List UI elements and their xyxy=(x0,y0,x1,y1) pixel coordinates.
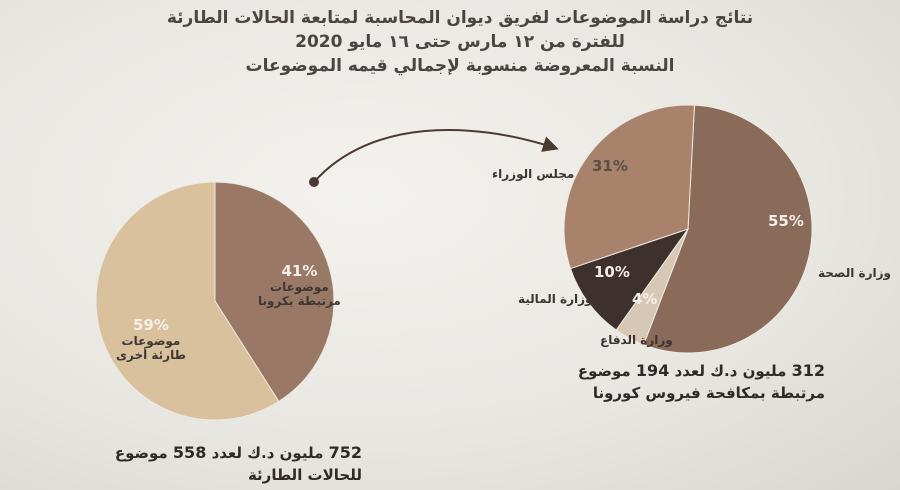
chart-title-block: نتائج دراسة الموضوعات لفريق ديوان المحاس… xyxy=(150,6,770,78)
slice-pct-corona: 41% xyxy=(281,262,318,280)
slice-label-corona: 41% موضوعات مرتبطة بكرونا xyxy=(258,262,341,308)
caption-right-line-2: مرتبطة بمكافحة فيروس كورونا xyxy=(592,384,825,402)
title-line-2: للفترة من ١٢ مارس حتى ١٦ مايو 2020 xyxy=(295,32,625,52)
slice-pct-cabinet: 31% xyxy=(592,157,628,175)
pie-slice-cabinet xyxy=(563,104,696,270)
slice-name-corona-1: موضوعات xyxy=(270,280,329,294)
pie-slice-corona xyxy=(214,181,335,403)
slice-name-other-2: طارئة أخرى xyxy=(116,348,186,362)
slice-label-other: 59% موضوعات طارئة أخرى xyxy=(116,316,186,362)
slice-pct-other: 59% xyxy=(133,316,169,334)
connector-arrow xyxy=(314,128,559,182)
slice-name-finance: وزارة المالية xyxy=(518,292,593,306)
caption-right-amount: 312 xyxy=(791,361,825,380)
pie-slice-finance xyxy=(569,228,690,331)
caption-left-text-a: مليون د.ك لعدد xyxy=(211,444,324,462)
slice-name-health: وزارة الصحة xyxy=(818,266,892,280)
title-line-1: نتائج دراسة الموضوعات لفريق ديوان المحاس… xyxy=(166,8,754,28)
caption-right-line-1: 312 مليون د.ك لعدد 194 موضوع xyxy=(565,360,825,382)
slice-name-corona-2: مرتبطة بكرونا xyxy=(258,294,341,308)
caption-left-line-2: للحالات الطارئة xyxy=(247,466,362,484)
pie-chart-left xyxy=(95,181,335,421)
caption-left-line-1: 752 مليون د.ك لعدد 558 موضوع xyxy=(100,442,362,464)
caption-left-amount: 752 xyxy=(328,443,362,462)
slice-name-cabinet: مجلس الوزراء xyxy=(492,167,575,181)
pie-slice-other xyxy=(95,181,280,421)
slice-name-defense: وزارة الدفاع xyxy=(600,333,673,347)
connector-arrow-dot xyxy=(309,177,319,187)
slice-pct-defense: 4% xyxy=(632,290,658,308)
title-line-3: النسبة المعروضة منسوبة لإجمالي قيمه المو… xyxy=(245,56,675,76)
caption-right-text-b: موضوع xyxy=(577,362,631,380)
slice-name-other-1: موضوعات xyxy=(121,334,181,348)
caption-left-text-b: موضوع xyxy=(114,444,168,462)
caption-right: 312 مليون د.ك لعدد 194 موضوع مرتبطة بمكا… xyxy=(565,360,825,404)
slice-pct-health: 55% xyxy=(768,212,804,230)
caption-right-count: 194 xyxy=(635,361,670,380)
slice-pct-finance: 10% xyxy=(594,263,630,281)
caption-right-text-a: مليون د.ك لعدد xyxy=(674,362,787,380)
caption-left-count: 558 xyxy=(172,443,207,462)
pie-chart-right xyxy=(563,104,813,354)
pie-slice-health xyxy=(642,104,813,354)
caption-left: 752 مليون د.ك لعدد 558 موضوع للحالات الط… xyxy=(100,442,362,486)
